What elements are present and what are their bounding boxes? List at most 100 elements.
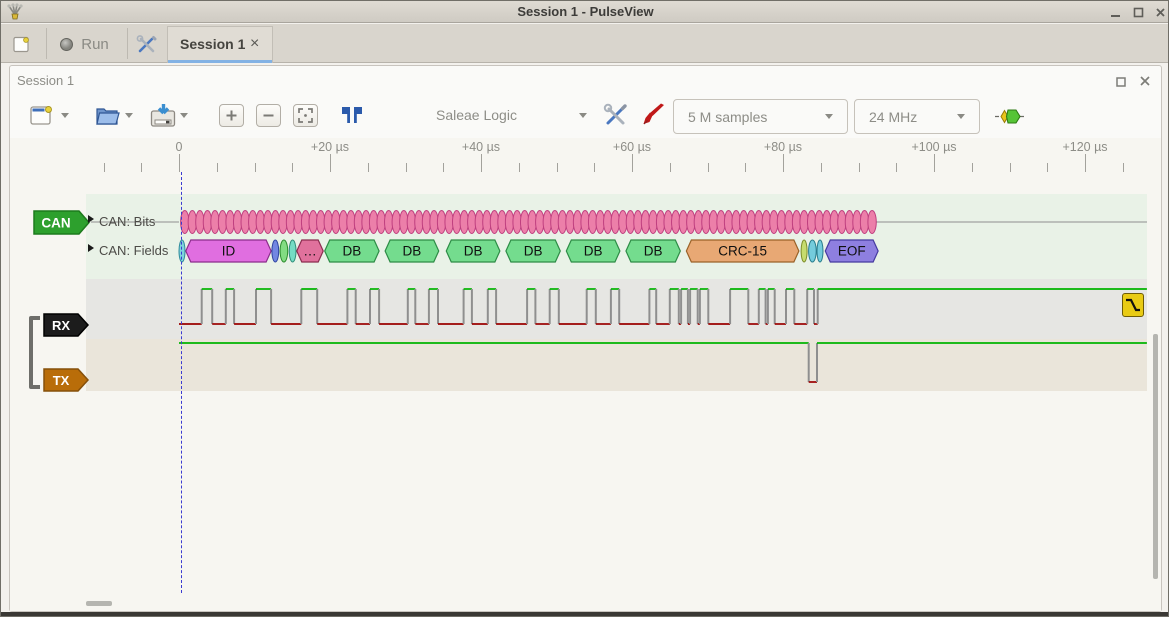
ruler-minor-tick <box>367 163 369 172</box>
ruler-minor-tick <box>216 163 218 172</box>
decoder-icon <box>994 108 1024 124</box>
rxtx-group <box>29 316 40 389</box>
device-selector[interactable]: Saleae Logic <box>436 107 517 123</box>
maximize-button[interactable] <box>1130 6 1146 19</box>
trigger-marker-falling-edge[interactable] <box>1122 293 1144 317</box>
ruler-minor-tick <box>745 163 747 172</box>
ruler-time-label: +80 µs <box>763 140 803 154</box>
horizontal-scrollbar-thumb[interactable] <box>86 601 112 606</box>
ruler-major-tick <box>330 154 331 172</box>
ruler-minor-tick <box>254 163 256 172</box>
save-dropdown-arrow[interactable] <box>180 113 188 118</box>
tx-band <box>86 339 1147 391</box>
can-fields-row-label[interactable]: CAN: Fields <box>99 243 169 258</box>
title-bar[interactable]: Session 1 - PulseView <box>1 1 1168 23</box>
ruler-minor-tick <box>518 163 520 172</box>
sample-rate-dropdown-arrow <box>957 114 965 119</box>
svg-text:TX: TX <box>53 373 70 388</box>
ruler-minor-tick <box>858 163 860 172</box>
time-zero-cursor[interactable] <box>181 172 182 593</box>
ruler-major-tick <box>1085 154 1086 172</box>
zoom-fit-button[interactable] <box>293 104 318 127</box>
save-file-button[interactable] <box>148 101 178 129</box>
run-state-icon <box>60 37 74 51</box>
zoom-in-button[interactable] <box>219 104 244 127</box>
zoom-out-button[interactable] <box>256 104 281 127</box>
probe-icon <box>643 103 664 125</box>
close-button[interactable] <box>1152 6 1168 19</box>
dock-title: Session 1 <box>17 73 75 88</box>
dock-float-button[interactable] <box>1113 74 1129 90</box>
rx-channel-tag[interactable]: RX <box>41 312 93 338</box>
dock-close-icon[interactable] <box>1137 73 1153 89</box>
new-view-button[interactable] <box>28 103 54 127</box>
settings-button[interactable] <box>133 32 159 56</box>
window-bottom-border <box>1 612 1168 616</box>
new-view-icon <box>29 105 52 125</box>
can-fields-expand-arrow[interactable] <box>88 244 94 252</box>
ruler-major-tick <box>934 154 935 172</box>
zoom-in-icon <box>226 110 237 121</box>
device-dropdown-arrow[interactable] <box>579 113 587 118</box>
ruler-time-label: +120 µs <box>1062 140 1108 154</box>
configure-device-button[interactable] <box>602 102 630 128</box>
toolbar-separator <box>127 28 128 59</box>
zoom-out-icon <box>263 114 274 117</box>
minimize-button[interactable] <box>1107 6 1123 19</box>
svg-text:CAN: CAN <box>41 216 70 231</box>
ruler-time-label: +20 µs <box>310 140 350 154</box>
ruler-minor-tick <box>820 163 822 172</box>
can-bits-row-label[interactable]: CAN: Bits <box>99 214 156 229</box>
ruler-minor-tick <box>896 163 898 172</box>
ruler-major-tick <box>481 154 482 172</box>
new-session-button[interactable] <box>9 32 33 56</box>
channel-group-bracket[interactable] <box>29 316 40 389</box>
wrench-screwdriver-icon <box>136 34 156 52</box>
ruler-major-tick <box>632 154 633 172</box>
open-file-dropdown-arrow[interactable] <box>125 113 133 118</box>
tx-channel-tag[interactable]: TX <box>41 367 93 393</box>
ruler-minor-tick <box>103 163 105 172</box>
ruler-minor-tick <box>971 163 973 172</box>
ruler-minor-tick <box>405 163 407 172</box>
ruler-minor-tick <box>443 163 445 172</box>
add-decoder-button[interactable] <box>994 106 1024 126</box>
active-tab-indicator <box>168 60 272 63</box>
decoder-band <box>86 194 1147 279</box>
ruler-time-label: +100 µs <box>911 140 957 154</box>
svg-text:RX: RX <box>52 318 70 333</box>
run-button[interactable]: Run <box>53 30 115 58</box>
ruler-time-label: +40 µs <box>461 140 501 154</box>
run-button-label: Run <box>81 35 109 53</box>
session-tab[interactable]: Session 1 × <box>167 26 273 63</box>
rx-band <box>86 279 1147 339</box>
sigrok-app-icon <box>6 3 24 21</box>
falling-edge-icon <box>1126 298 1140 312</box>
toolbar-separator <box>46 28 47 59</box>
open-folder-icon <box>95 108 120 125</box>
ruler-minor-tick <box>594 163 596 172</box>
ruler-major-tick <box>783 154 784 172</box>
window-title: Session 1 - PulseView <box>517 4 654 19</box>
ruler-minor-tick <box>141 163 143 172</box>
ruler-time-label: +60 µs <box>612 140 652 154</box>
new-session-icon <box>12 36 29 52</box>
zoom-to-edges-button[interactable] <box>338 104 366 126</box>
ruler-major-tick <box>179 154 180 172</box>
zoom-fit-icon <box>298 108 313 123</box>
ruler-time-label: 0 <box>175 140 183 154</box>
open-file-button[interactable] <box>93 102 121 128</box>
ruler-minor-tick <box>292 163 294 172</box>
ruler-minor-tick <box>669 163 671 172</box>
can-bits-expand-arrow[interactable] <box>88 215 94 223</box>
sample-rate-select[interactable]: 24 MHz <box>854 99 980 134</box>
pulse-flags-icon <box>342 107 362 123</box>
new-view-dropdown-arrow[interactable] <box>61 113 69 118</box>
sample-count-select[interactable]: 5 M samples <box>673 99 848 134</box>
can-group-tag[interactable]: CAN <box>31 209 93 236</box>
channels-button[interactable] <box>639 101 667 129</box>
vertical-scrollbar-thumb[interactable] <box>1153 334 1158 579</box>
sample-count-value: 5 M samples <box>688 108 768 125</box>
tab-close-icon[interactable]: × <box>250 35 260 52</box>
